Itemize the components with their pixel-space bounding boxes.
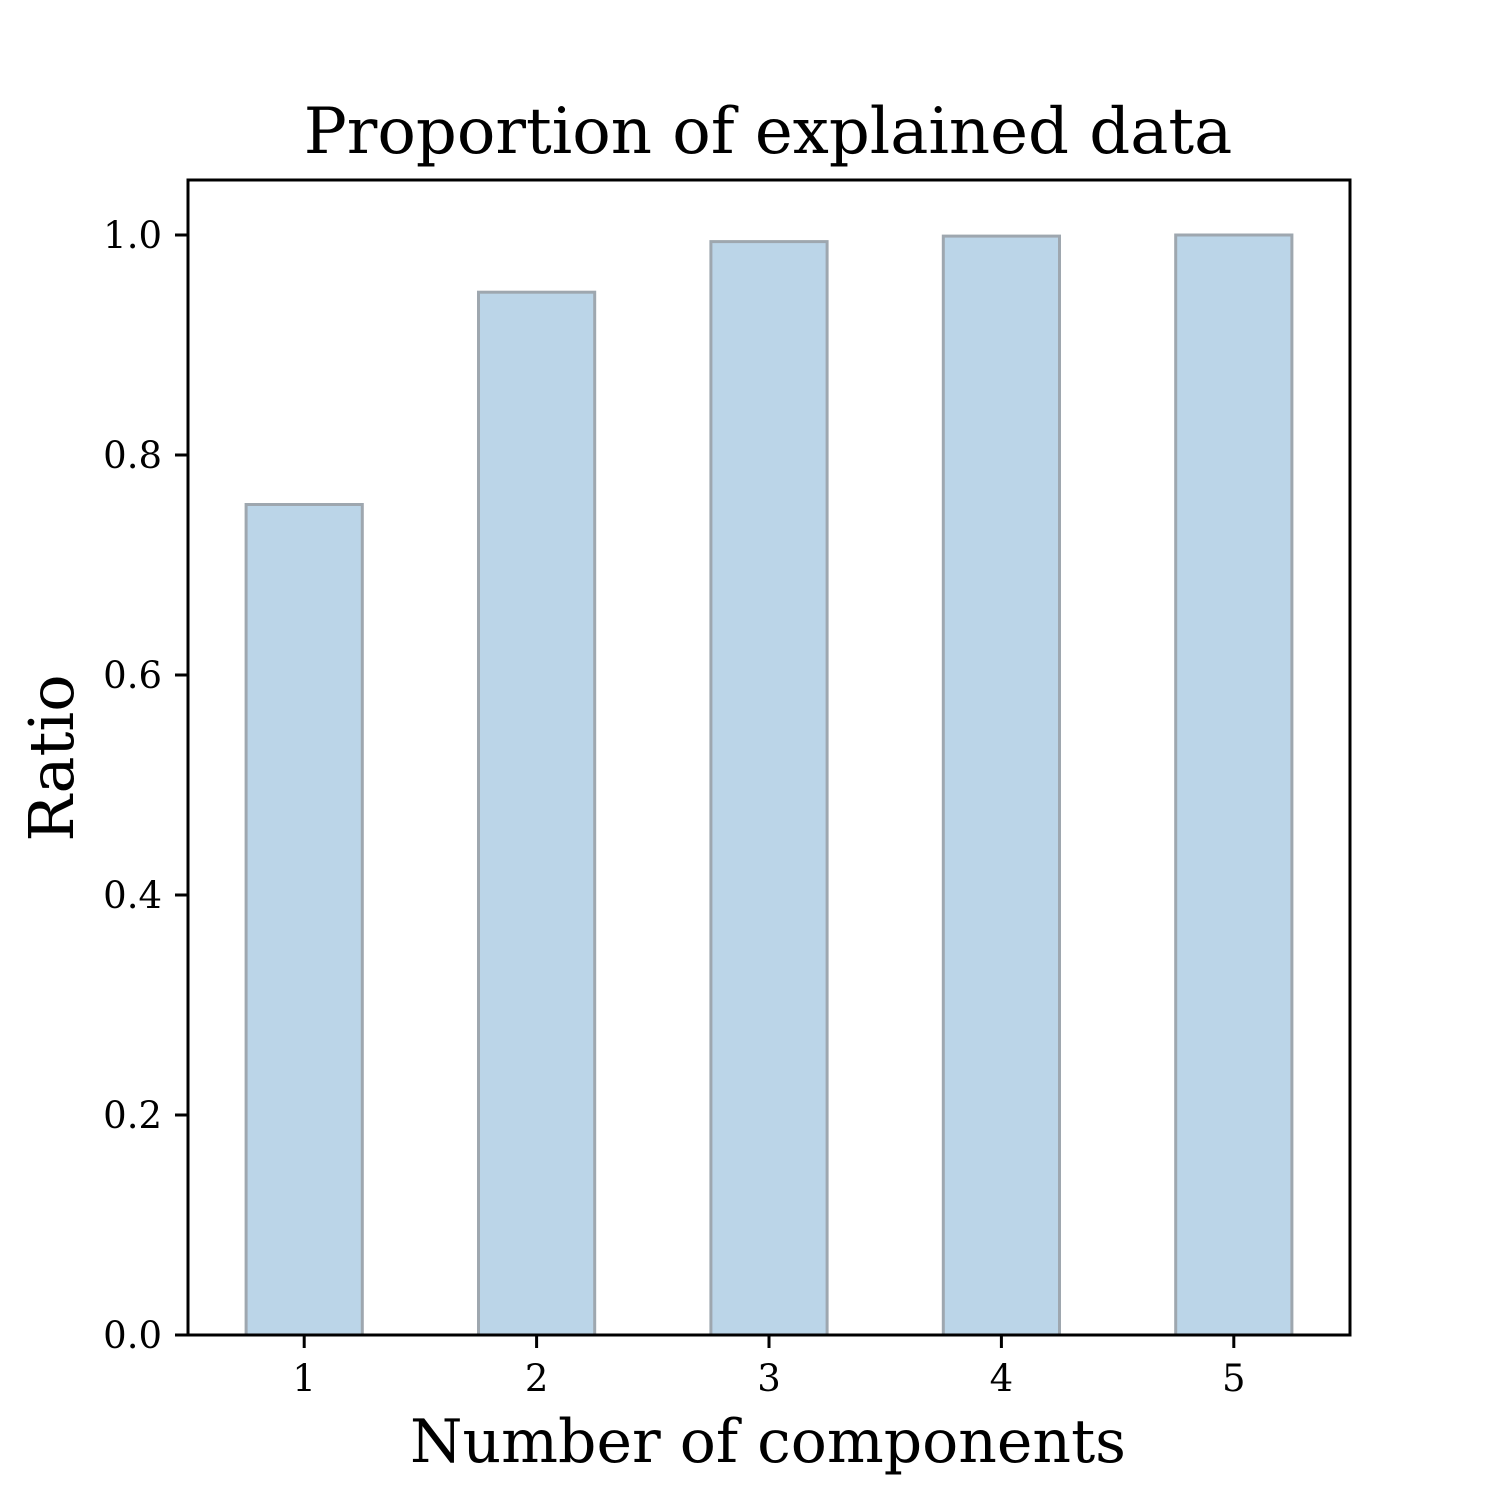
- y-tick-label-1.0: 1.0: [103, 214, 162, 257]
- x-tick-label-4: 4: [990, 1357, 1014, 1400]
- bar-1: [244, 503, 364, 1337]
- chart-title: Proportion of explained data: [304, 95, 1233, 169]
- x-axis-label: Number of components: [410, 1407, 1126, 1477]
- y-tick-label-0.2: 0.2: [103, 1094, 162, 1137]
- y-tick-label-0.6: 0.6: [103, 654, 162, 697]
- x-tick-label-5: 5: [1222, 1357, 1246, 1400]
- bar-3: [709, 240, 829, 1337]
- plot-area: 1 2 3 4 5 0.0 0.2 0.4 0.6 0.8 1.0: [103, 178, 1352, 1400]
- y-axis-label: Ratio: [15, 674, 88, 841]
- x-tick-label-3: 3: [757, 1357, 781, 1400]
- y-tick-label-0.4: 0.4: [103, 874, 162, 917]
- bar-4: [941, 234, 1061, 1337]
- y-tick-label-0.8: 0.8: [103, 434, 162, 477]
- x-tick-label-1: 1: [292, 1357, 316, 1400]
- x-tick-label-2: 2: [525, 1357, 549, 1400]
- bar-2: [477, 290, 597, 1337]
- y-tick-label-0.0: 0.0: [103, 1314, 162, 1357]
- bar-5: [1174, 233, 1294, 1337]
